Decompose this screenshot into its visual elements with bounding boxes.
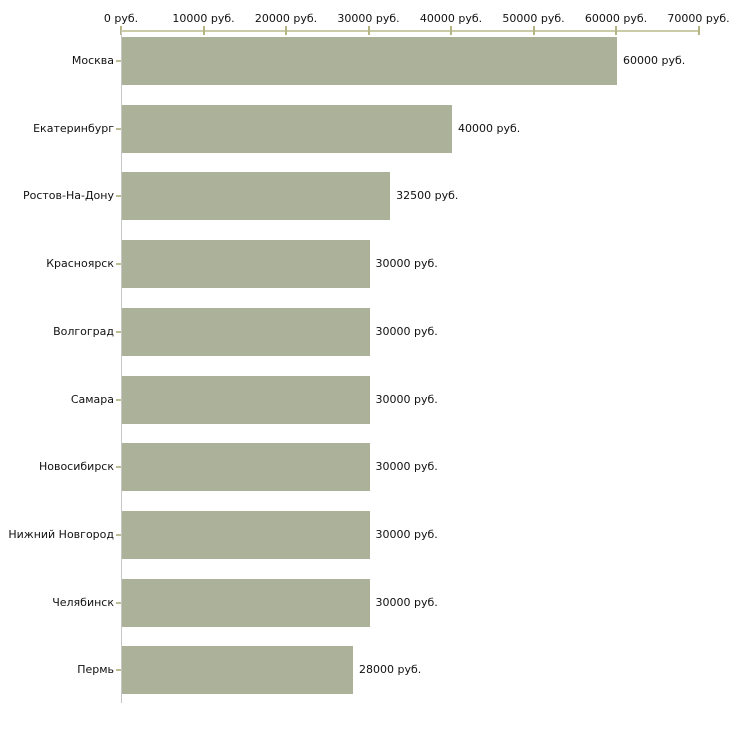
bar [122,510,370,559]
x-axis-tick [367,26,370,35]
x-axis-tick-label: 50000 руб. [502,12,565,25]
value-label: 30000 руб. [375,257,438,271]
bar [122,37,617,85]
bar [122,104,452,153]
y-axis-tick [116,60,121,62]
y-axis-tick [116,398,121,401]
x-axis-line [121,30,700,32]
category-label: Москва [71,54,114,67]
category-label: Самара [70,392,114,406]
x-axis-tick-label: 0 руб. [103,12,139,25]
x-axis-tick [615,26,617,35]
value-label: 60000 руб. [623,54,686,67]
bar [122,240,370,289]
category-label: Пермь [77,663,114,677]
x-axis-tick-label: 20000 руб. [254,12,318,25]
category-label: Ростов-На-Дону [22,189,114,203]
bar [122,443,370,492]
x-axis-tick-label: 30000 руб. [337,12,400,25]
x-axis-tick-label: 60000 руб. [584,12,648,25]
bar [122,646,353,695]
x-axis-tick-label: 40000 руб. [419,12,483,25]
y-axis-tick [116,601,121,604]
x-axis-tick-label: 70000 руб. [667,12,730,25]
category-label: Нижний Новгород [8,527,114,541]
y-axis-tick [116,127,121,130]
value-label: 30000 руб. [375,324,438,338]
value-label: 30000 руб. [375,527,438,541]
y-axis-tick [116,669,121,672]
x-axis-tick [697,26,700,35]
value-label: 30000 руб. [375,595,438,609]
category-label: Красноярск [46,257,114,271]
value-label: 28000 руб. [359,663,422,677]
y-axis-tick [116,263,121,266]
category-label: Челябинск [52,595,114,609]
value-label: 30000 руб. [375,392,438,406]
category-label: Екатеринбург [33,121,114,135]
y-axis-tick [116,466,121,469]
x-axis-tick-label: 10000 руб. [172,12,235,25]
x-axis-tick [532,26,535,35]
x-axis-tick [202,26,205,35]
bar [122,375,370,424]
bar [122,307,370,356]
x-axis-tick [285,26,287,35]
value-label: 30000 руб. [375,460,438,474]
y-axis-line [121,30,122,703]
bar [122,578,370,627]
x-axis-tick [450,26,452,35]
y-axis-tick [116,533,121,536]
y-axis-tick [116,330,121,333]
value-label: 32500 руб. [396,189,459,203]
category-label: Волгоград [53,324,114,338]
value-label: 40000 руб. [458,121,521,135]
category-label: Новосибирск [38,460,114,474]
y-axis-tick [116,195,121,198]
bar [122,172,391,221]
